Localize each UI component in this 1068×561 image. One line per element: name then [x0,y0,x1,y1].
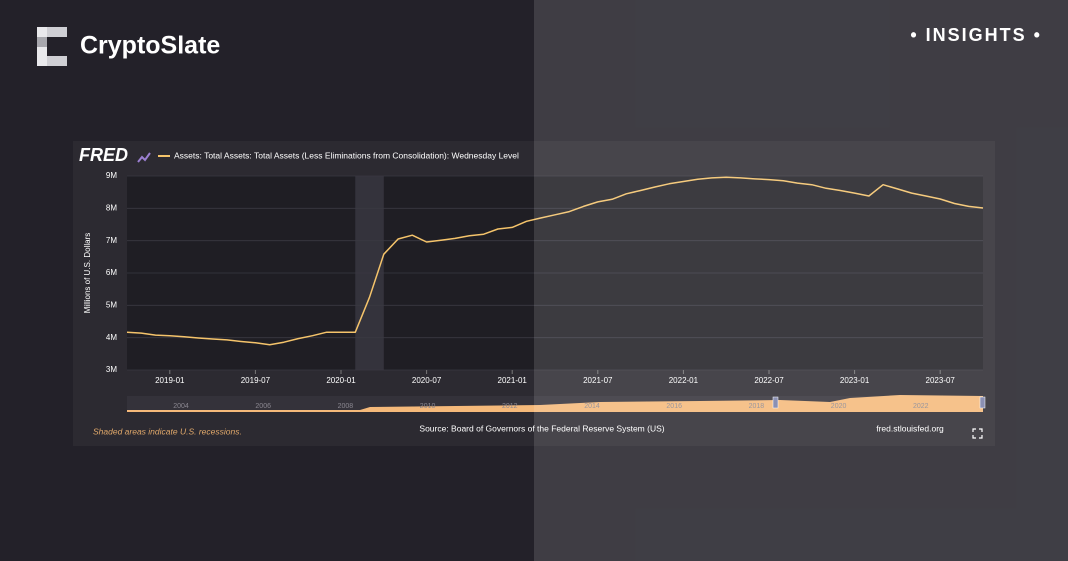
y-tick-label: 4M [106,333,117,342]
brand-logo [37,27,67,66]
navigator-label: 2010 [420,403,436,410]
navigator: 2004 2006 2008 2010 2012 2014 2016 2018 2020 2022 [127,395,986,412]
y-tick-label: 5M [106,300,117,309]
navigator-label: 2012 [502,403,518,410]
navigator-label: 2022 [913,403,929,410]
x-tick-label: 2021-01 [498,376,528,385]
x-tick-label: 2020-01 [326,376,356,385]
fred-icon [137,152,151,163]
y-tick-label: 8M [106,203,117,212]
x-tick-label: 2022-01 [669,376,699,385]
y-tick-label: 3M [106,365,117,374]
x-tick-label: 2020-07 [412,376,442,385]
y-axis-label: Millions of U.S. Dollars [83,233,92,313]
site: fred.stlouisfed.org [876,423,944,433]
y-tick-label: 6M [106,268,117,277]
navigator-label: 2016 [666,403,682,410]
navigator-label: 2014 [584,403,600,410]
tag: • INSIGHTS • [910,25,1042,45]
series-line [126,176,984,346]
navigator-label: 2018 [749,403,765,410]
navigator-label: 2020 [831,403,847,410]
brand-name: CryptoSlate [80,32,220,60]
x-tick-label: 2022-07 [754,376,784,385]
footnote: Shaded areas indicate U.S. recessions. [93,426,242,436]
x-tick-label: 2019-07 [241,376,271,385]
source: Source: Board of Governors of the Federa… [419,423,664,433]
fred-logo: FRED [79,145,128,165]
x-tick-label: 2023-01 [840,376,870,385]
fullscreen-icon[interactable] [972,428,983,439]
y-tick-label: 9M [106,171,117,180]
x-tick-label: 2023-07 [926,376,956,385]
navigator-label: 2008 [338,403,354,410]
x-tick-label: 2019-01 [155,376,185,385]
y-tick-label: 7M [106,236,117,245]
legend-label: Assets: Total Assets: Total Assets (Less… [174,150,519,160]
navigator-label: 2006 [255,403,271,410]
x-tick-label: 2021-07 [583,376,613,385]
navigator-label: 2004 [173,403,189,410]
